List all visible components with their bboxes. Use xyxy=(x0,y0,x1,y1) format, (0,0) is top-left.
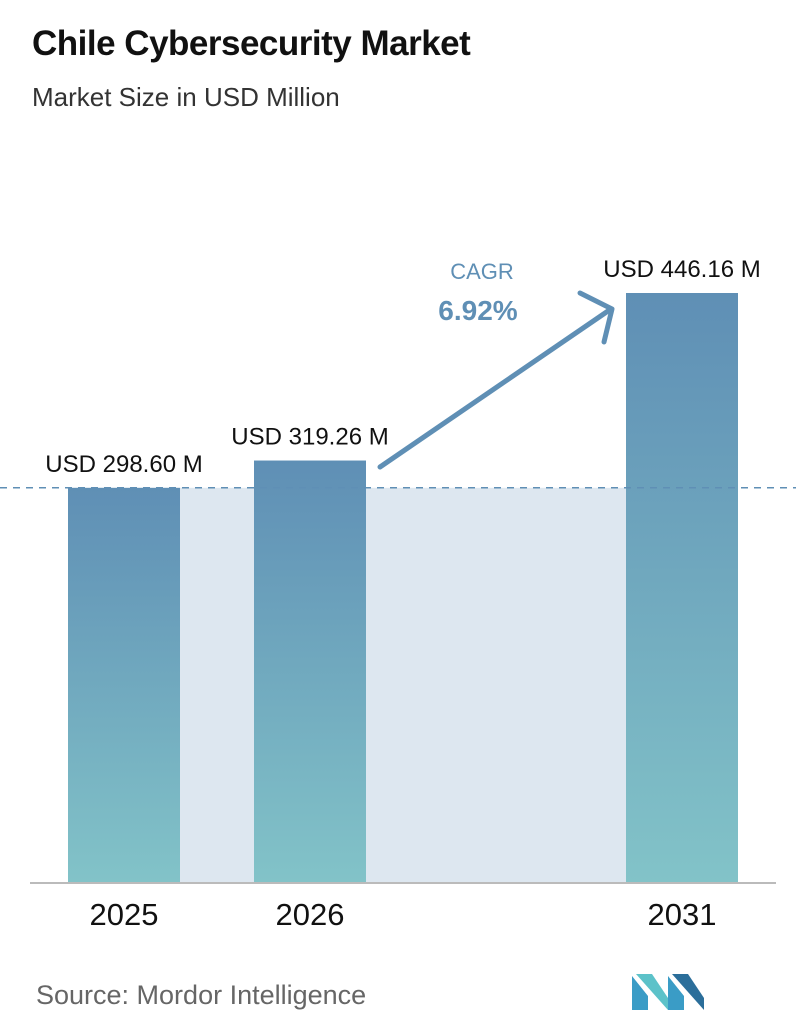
data-label-2031: USD 446.16 M xyxy=(603,256,760,283)
bar-2025 xyxy=(68,487,180,882)
cagr-value: 6.92% xyxy=(438,295,517,326)
cagr-arrow-icon xyxy=(377,308,611,470)
cagr-annotation: CAGR 6.92% xyxy=(377,259,615,470)
arrowhead-icon xyxy=(577,290,615,345)
bar-2031 xyxy=(626,293,738,882)
mordor-intelligence-logo-icon xyxy=(632,974,704,1010)
bar-2026 xyxy=(254,460,366,882)
data-label-2026: USD 319.26 M xyxy=(231,424,388,451)
comparison-band xyxy=(366,487,626,882)
cagr-label: CAGR xyxy=(450,259,514,284)
x-tick-label: 2026 xyxy=(276,897,345,932)
data-label-2025: USD 298.60 M xyxy=(45,451,202,478)
x-tick-label: 2025 xyxy=(90,897,159,932)
chart-title: Chile Cybersecurity Market xyxy=(32,24,471,63)
comparison-band xyxy=(180,487,254,882)
chart-subtitle: Market Size in USD Million xyxy=(32,82,340,112)
source-note: Source: Mordor Intelligence xyxy=(36,980,367,1010)
x-tick-label: 2031 xyxy=(648,897,717,932)
